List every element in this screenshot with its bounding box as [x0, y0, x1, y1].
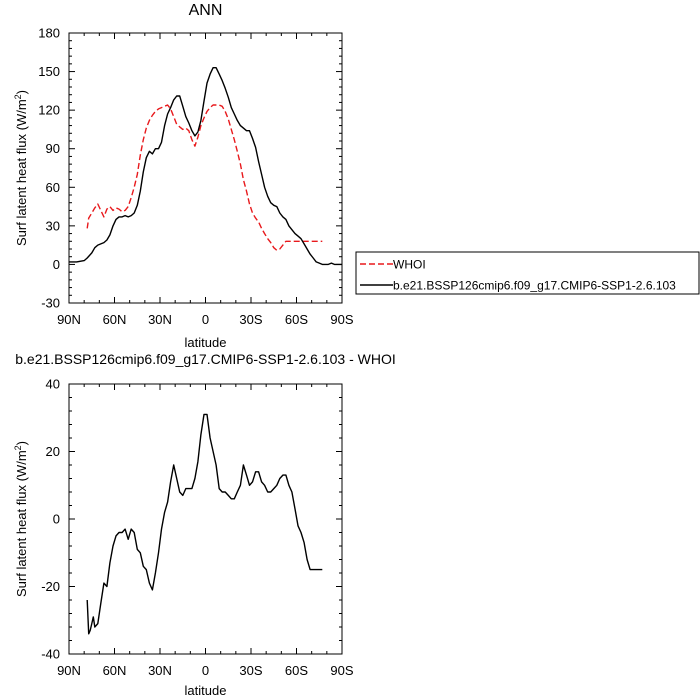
x-tick-label: 30N [148, 663, 172, 678]
difference-line [86, 413, 323, 635]
y-tick-label: 150 [38, 64, 60, 79]
legend-box [355, 251, 700, 295]
y-tick-label: -30 [41, 296, 60, 311]
y-axis-label-close: ) [14, 441, 29, 445]
y-tick-label: 60 [46, 180, 60, 195]
bottom-panel-plot: b.e21.BSSP126cmip6.f09_g17.CMIP6-SSP1-2.… [13, 351, 396, 698]
chart-title: b.e21.BSSP126cmip6.f09_g17.CMIP6-SSP1-2.… [15, 351, 396, 367]
y-tick-label: 30 [46, 218, 60, 233]
y-tick-label: 20 [46, 444, 60, 459]
x-tick-label: 60N [103, 663, 127, 678]
plot-frame [68, 32, 343, 304]
y-tick-label: -20 [41, 579, 60, 594]
x-tick-label: 90N [57, 312, 81, 327]
x-tick-label: 60S [285, 663, 308, 678]
y-tick-label: 40 [46, 377, 60, 392]
x-tick-label: 30S [239, 312, 262, 327]
legend-label: b.e21.BSSP126cmip6.f09_g17.CMIP6-SSP1-2.… [393, 279, 676, 293]
y-axis-label-close: ) [14, 90, 29, 94]
y-axis-label-superscript: 2 [13, 445, 23, 450]
x-tick-label: 60N [103, 312, 127, 327]
series-line-whoi [86, 104, 323, 252]
x-tick-label: 30S [239, 663, 262, 678]
y-tick-label: 0 [53, 512, 60, 527]
y-tick-label: 90 [46, 141, 60, 156]
x-tick-label: 60S [285, 312, 308, 327]
x-tick-label: 90N [57, 663, 81, 678]
y-axis-label: Surf latent heat flux (W/m2) [13, 90, 29, 246]
y-tick-label: 180 [38, 26, 60, 41]
top-panel-plot: ANN 90N 60N 30N 0 30S 60S 90S -30 0 30 60 90 120 150 18… [13, 2, 700, 350]
x-tick-label: 30N [148, 312, 172, 327]
y-axis-label-superscript: 2 [13, 94, 23, 99]
x-axis-label: latitude [185, 683, 227, 698]
x-axis-label: latitude [185, 335, 227, 350]
y-axis-label-text: Surf latent heat flux (W/m [14, 450, 29, 597]
y-tick-label: 0 [53, 257, 60, 272]
x-tick-label: 90S [330, 312, 353, 327]
legend: WHOI b.e21.BSSP126cmip6.f09_g17.CMIP6-SSP… [355, 251, 700, 295]
x-tick-label: 90S [330, 663, 353, 678]
y-axis-label-text: Surf latent heat flux (W/m [14, 99, 29, 246]
x-tick-label: 0 [202, 663, 209, 678]
y-tick-label: 120 [38, 103, 60, 118]
y-tick-label: -40 [41, 647, 60, 662]
plot-frame [68, 383, 343, 655]
y-axis-label: Surf latent heat flux (W/m2) [13, 441, 29, 597]
x-tick-label: 0 [202, 312, 209, 327]
legend-label: WHOI [393, 258, 426, 272]
series-line-model [69, 66, 342, 266]
chart-title: ANN [189, 2, 223, 19]
